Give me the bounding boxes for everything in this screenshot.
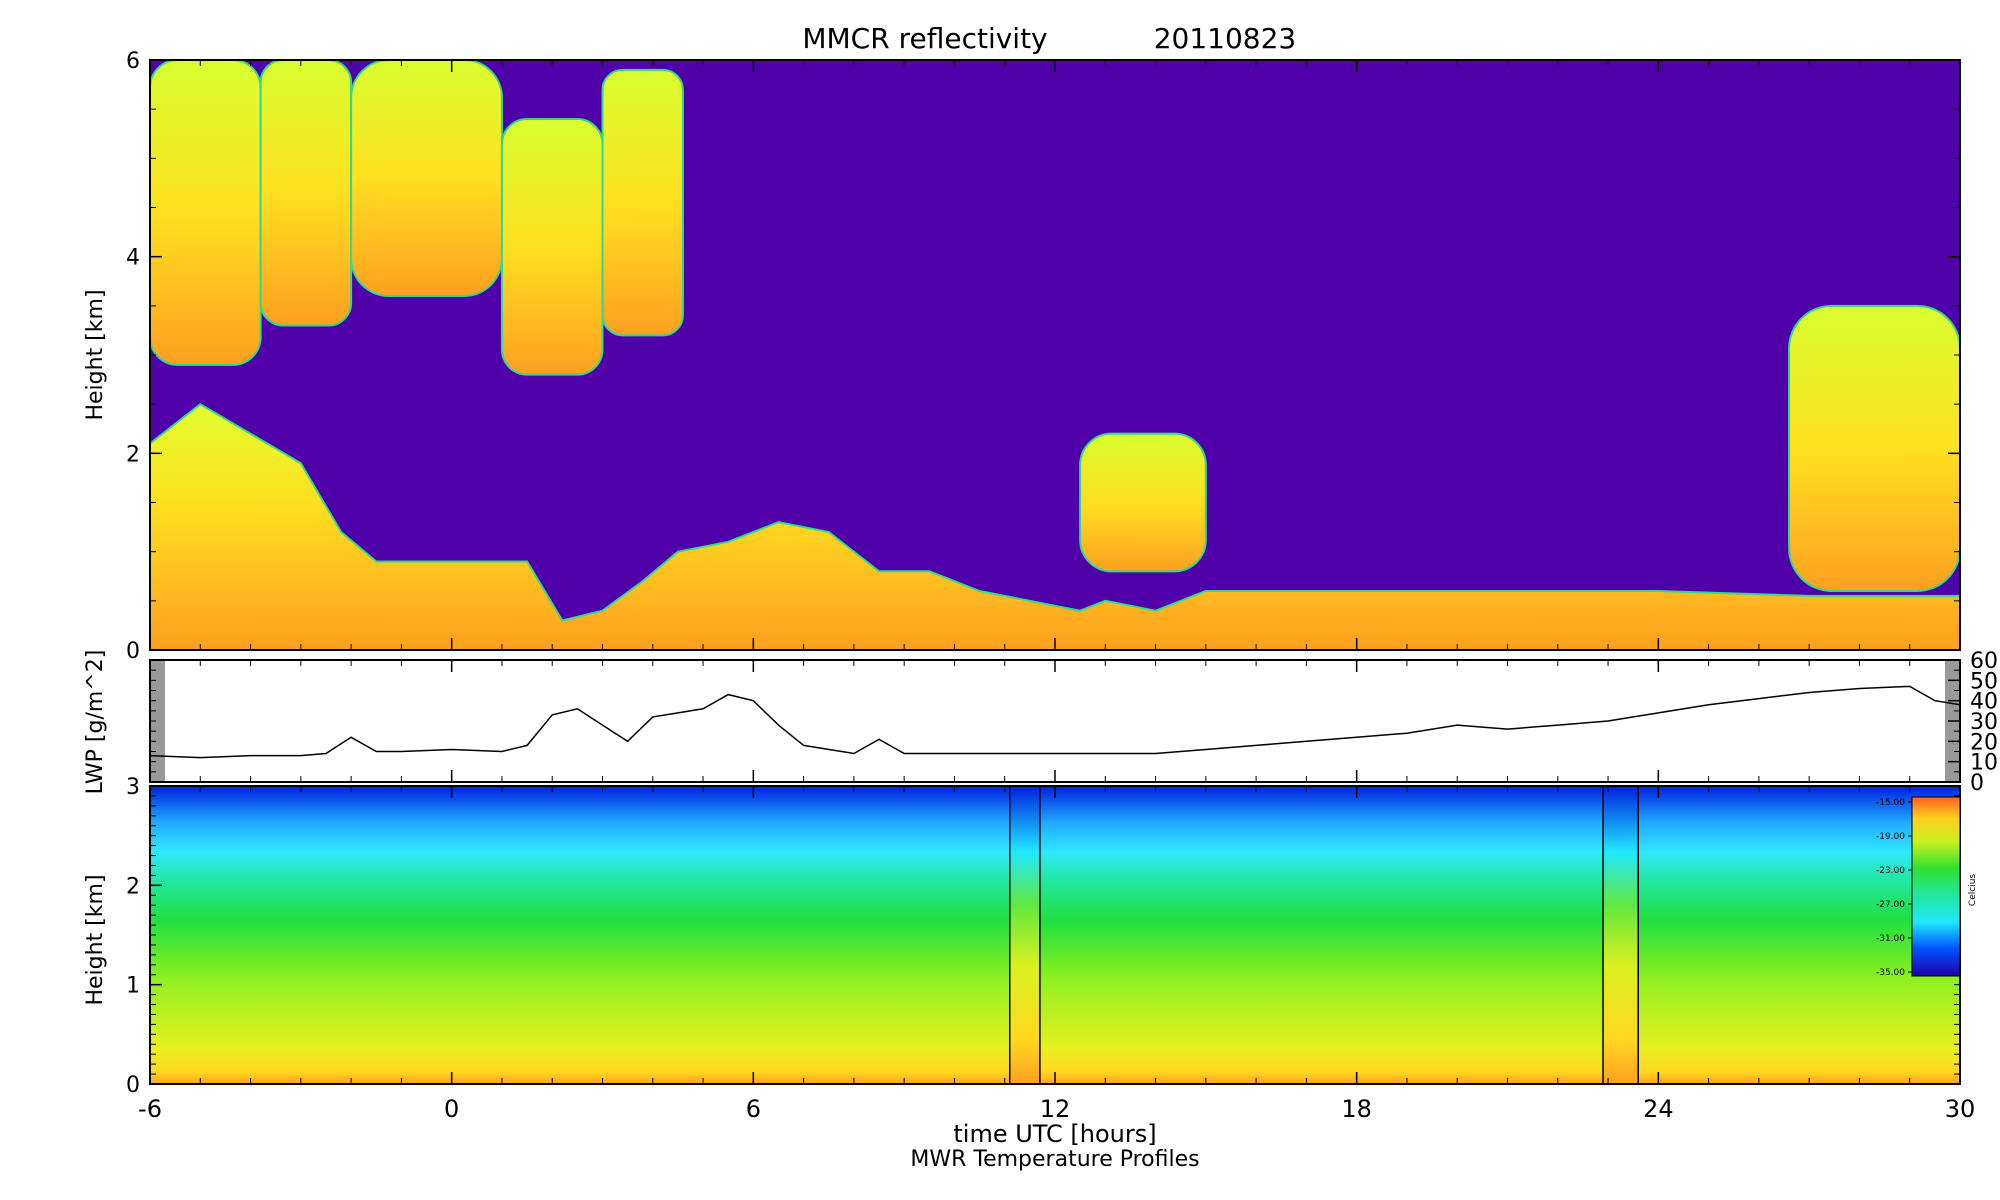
temperature-y-tick-label: 0: [126, 1073, 140, 1098]
x-axis-label: time UTC [hours]: [953, 1120, 1156, 1148]
chart-title: MMCR reflectivity: [802, 22, 1047, 55]
temperature-panel: 0 1 2 3: [126, 775, 1961, 1098]
lwp-y-tick-label: 40: [1970, 690, 1998, 715]
lwp-y-tick-label: 20: [1970, 730, 1998, 755]
colorbar-tick-label: -19.00: [1876, 832, 1905, 842]
data-gap-2: [1602, 786, 1639, 1084]
lwp-y-tick-label: 50: [1970, 669, 1998, 694]
x-tick-label: 30: [1945, 1095, 1976, 1123]
temperature-y-axis-label: Height [km]: [83, 874, 108, 1005]
temperature-field: [150, 786, 1960, 1084]
temperature-y-tick-label: 3: [126, 775, 140, 800]
x-tick-label: 6: [746, 1095, 761, 1123]
x-tick-label: 12: [1040, 1095, 1071, 1123]
cloud-upper-morning-1: [150, 60, 262, 366]
reflectivity-y-tick-label: 6: [126, 49, 140, 74]
lwp-y-tick-label: 60: [1970, 649, 1998, 674]
reflectivity-y-axis-label: Height [km]: [83, 289, 108, 420]
chart-date: 20110823: [1154, 22, 1297, 55]
colorbar-tick-label: -35.00: [1876, 968, 1905, 978]
cloud-upper-evening: [1788, 304, 1960, 592]
cloud-mid-level-13h: [1079, 432, 1207, 573]
cloud-upper-morning-5: [601, 68, 684, 337]
reflectivity-panel: 0 2 4 6: [126, 49, 1961, 664]
colorbar-tick-label: -27.00: [1876, 900, 1905, 910]
lwp-y-tick-label: 30: [1970, 710, 1998, 735]
colorbar-unit-label: Celcius: [1968, 874, 1978, 906]
cloud-upper-morning-4: [500, 118, 604, 376]
reflectivity-y-tick-label: 4: [126, 246, 140, 271]
figure-footer: MWR Temperature Profiles: [910, 1147, 1199, 1172]
lwp-series-line: [149, 685, 1961, 759]
cloud-boundary-layer: [150, 402, 1960, 650]
colorbar-tick-label: -23.00: [1876, 866, 1905, 876]
lwp-y-tick-label: 10: [1970, 751, 1998, 776]
lwp-y-tick-label: 0: [1970, 771, 1984, 796]
colorbar-tick-label: -15.00: [1876, 798, 1905, 808]
x-tick-label: 24: [1643, 1095, 1674, 1123]
cloud-upper-morning-2: [259, 60, 353, 327]
colorbar-tick-label: -31.00: [1876, 934, 1905, 944]
temperature-y-tick-label: 1: [126, 974, 140, 999]
reflectivity-y-tick-label: 2: [126, 442, 140, 467]
cloud-upper-morning-3: [350, 60, 503, 297]
lwp-y-axis-label: LWP [g/m^2]: [83, 650, 108, 795]
data-gap-1: [1009, 786, 1041, 1084]
temperature-y-tick-label: 2: [126, 874, 140, 899]
x-tick-label: 0: [444, 1095, 459, 1123]
reflectivity-y-tick-label: 0: [126, 639, 140, 664]
x-tick-label: 18: [1341, 1095, 1372, 1123]
x-tick-label: -6: [138, 1095, 162, 1123]
temperature-colorbar: -15.00 -19.00 -23.00 -27.00 -31.00 -35.00 Cel…: [1876, 796, 1978, 978]
